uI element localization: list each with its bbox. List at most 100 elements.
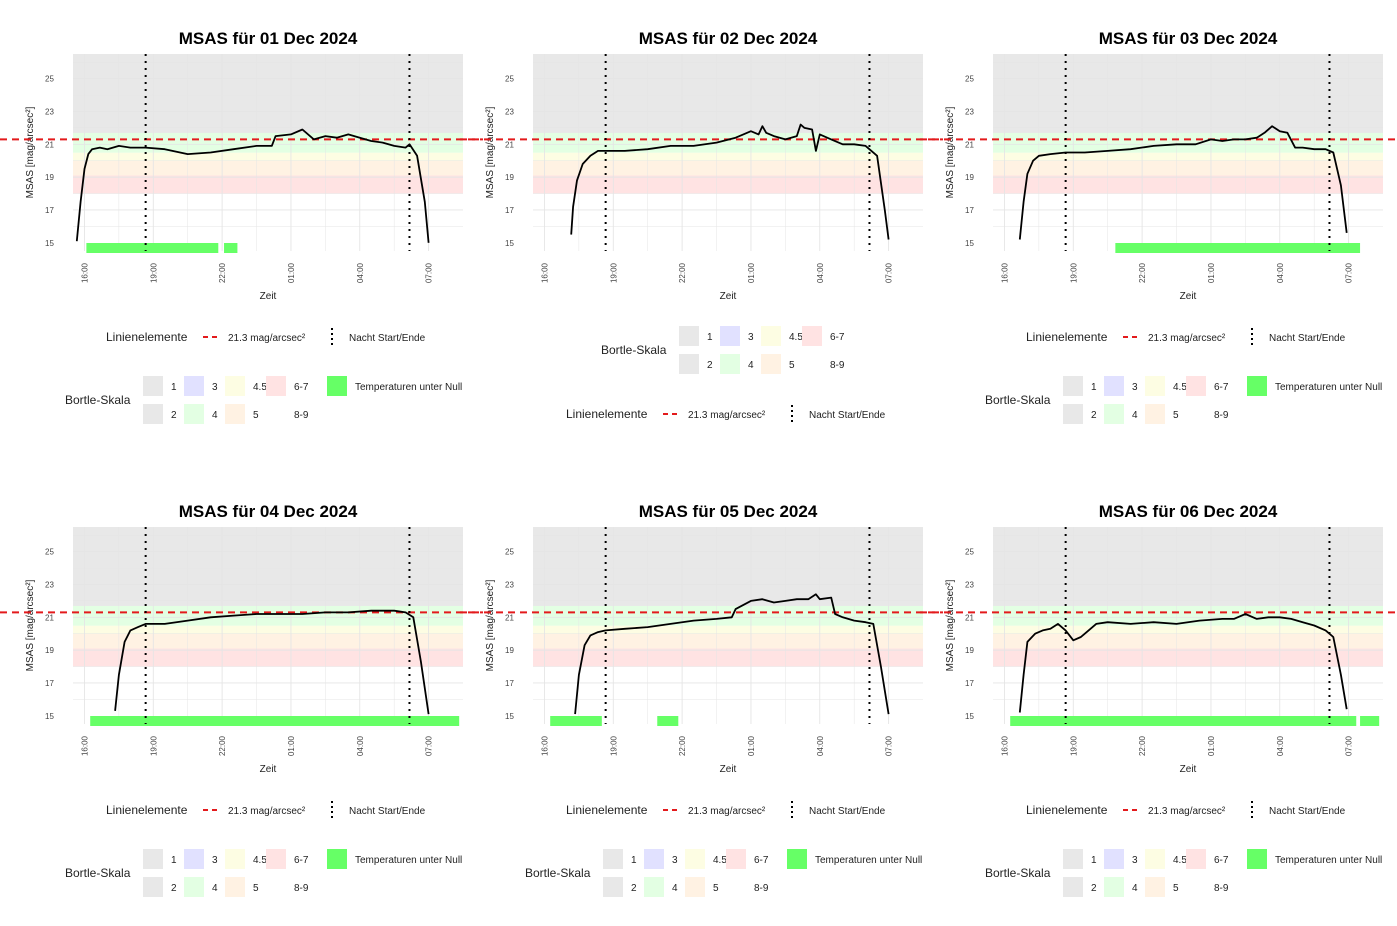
bortle-label-5: 5 <box>789 360 795 371</box>
bortle-key-8-9 <box>726 877 746 897</box>
chart-legend: Linienelemente 21.3 mag/arcsec² Nacht Star… <box>65 328 462 424</box>
y-tick-label: 23 <box>45 107 54 116</box>
bortle-label-5: 5 <box>713 883 719 894</box>
bortle-key-5 <box>225 877 245 897</box>
bortle-label-8-9: 8-9 <box>754 883 769 894</box>
bortle-legend-title: Bortle-Skala <box>985 393 1051 407</box>
night-legend-label: Nacht Start/Ende <box>349 333 426 344</box>
bortle-key-5 <box>1145 404 1165 424</box>
x-tick-label: 07:00 <box>1345 735 1354 756</box>
bortle-band-4.5 <box>533 152 923 161</box>
chart-title: MSAS für 03 Dec 2024 <box>1099 29 1278 48</box>
x-tick-label: 19:00 <box>149 735 158 756</box>
y-tick-label: 21 <box>505 613 514 622</box>
frost-legend-key <box>787 849 807 869</box>
y-tick-label: 17 <box>45 206 54 215</box>
bortle-key-4.5 <box>1145 376 1165 396</box>
bortle-band-4 <box>993 605 1383 626</box>
x-tick-label: 07:00 <box>425 735 434 756</box>
bortle-key-3 <box>184 849 204 869</box>
chart-legend: Linienelemente 21.3 mag/arcsec² Nacht Star… <box>985 328 1382 424</box>
bortle-key-6-7 <box>726 849 746 869</box>
bortle-label-3: 3 <box>212 382 218 393</box>
frost-legend-label: Temperaturen unter Null <box>355 855 462 866</box>
bortle-band-4.5 <box>73 152 463 161</box>
bortle-band-4.5 <box>993 625 1383 634</box>
bortle-key-1 <box>679 326 699 346</box>
msas-series-line <box>574 593 890 715</box>
y-axis-label: MSAS [mag/arcsec²] <box>485 579 496 671</box>
chart-title: MSAS für 01 Dec 2024 <box>179 29 358 48</box>
y-tick-label: 17 <box>965 206 974 215</box>
msas-series-line <box>114 609 430 715</box>
frost-period-bar <box>86 243 219 253</box>
bortle-key-1 <box>1063 849 1083 869</box>
bortle-label-2: 2 <box>631 883 637 894</box>
bortle-band-6-7 <box>73 175 463 194</box>
bortle-key-3 <box>644 849 664 869</box>
bortle-band-top <box>73 54 463 133</box>
x-tick-label: 16:00 <box>540 735 549 756</box>
bortle-band-5 <box>73 633 463 649</box>
frost-legend-label: Temperaturen unter Null <box>355 382 462 393</box>
frost-legend-label: Temperaturen unter Null <box>1275 855 1382 866</box>
bortle-key-2 <box>679 354 699 374</box>
bortle-label-2: 2 <box>171 410 177 421</box>
bortle-label-4: 4 <box>212 883 218 894</box>
bortle-label-5: 5 <box>253 410 259 421</box>
bortle-band-6-7 <box>993 648 1383 667</box>
x-tick-label: 22:00 <box>218 262 227 283</box>
x-tick-label: 22:00 <box>678 262 687 283</box>
frost-period-bar <box>1360 716 1380 726</box>
x-tick-label: 01:00 <box>747 735 756 756</box>
bortle-key-2 <box>1063 877 1083 897</box>
x-tick-label: 04:00 <box>816 262 825 283</box>
y-tick-label: 25 <box>45 548 54 557</box>
bortle-key-4 <box>184 877 204 897</box>
bortle-band-top <box>533 527 923 606</box>
night-legend-label: Nacht Start/Ende <box>349 806 426 817</box>
x-tick-label: 04:00 <box>1276 735 1285 756</box>
bortle-label-5: 5 <box>1173 410 1179 421</box>
y-tick-label: 25 <box>505 75 514 84</box>
bortle-label-1: 1 <box>1091 382 1097 393</box>
y-tick-label: 19 <box>45 173 54 182</box>
x-tick-label: 07:00 <box>425 262 434 283</box>
bortle-key-5 <box>225 404 245 424</box>
y-tick-label: 23 <box>965 107 974 116</box>
y-tick-label: 25 <box>965 75 974 84</box>
bortle-band-6-7 <box>533 648 923 667</box>
bortle-key-6-7 <box>266 376 286 396</box>
bortle-key-5 <box>685 877 705 897</box>
frost-period-bar <box>1010 716 1357 726</box>
x-tick-label: 04:00 <box>356 262 365 283</box>
bortle-band-5 <box>533 160 923 176</box>
x-tick-label: 19:00 <box>1069 735 1078 756</box>
bortle-key-4.5 <box>1145 849 1165 869</box>
bortle-label-6-7: 6-7 <box>1214 855 1229 866</box>
y-tick-label: 23 <box>965 580 974 589</box>
y-tick-label: 21 <box>965 613 974 622</box>
night-legend-label: Nacht Start/Ende <box>809 410 886 421</box>
bortle-key-2 <box>1063 404 1083 424</box>
y-tick-label: 17 <box>965 679 974 688</box>
x-tick-label: 07:00 <box>1345 262 1354 283</box>
x-tick-label: 01:00 <box>287 735 296 756</box>
bortle-key-1 <box>143 376 163 396</box>
y-tick-label: 19 <box>965 173 974 182</box>
bortle-label-3: 3 <box>672 855 678 866</box>
bortle-label-2: 2 <box>1091 410 1097 421</box>
bortle-key-1 <box>143 849 163 869</box>
frost-legend-key <box>1247 376 1267 396</box>
bortle-key-3 <box>720 326 740 346</box>
y-tick-label: 17 <box>505 679 514 688</box>
chart-title: MSAS für 05 Dec 2024 <box>639 502 818 521</box>
frost-period-bar <box>657 716 679 726</box>
y-tick-label: 25 <box>45 75 54 84</box>
bortle-label-2: 2 <box>1091 883 1097 894</box>
bortle-band-6-7 <box>533 175 923 194</box>
line-legend-title: Linienelemente <box>1026 330 1108 344</box>
bortle-band-6-7 <box>73 648 463 667</box>
y-tick-label: 21 <box>965 140 974 149</box>
